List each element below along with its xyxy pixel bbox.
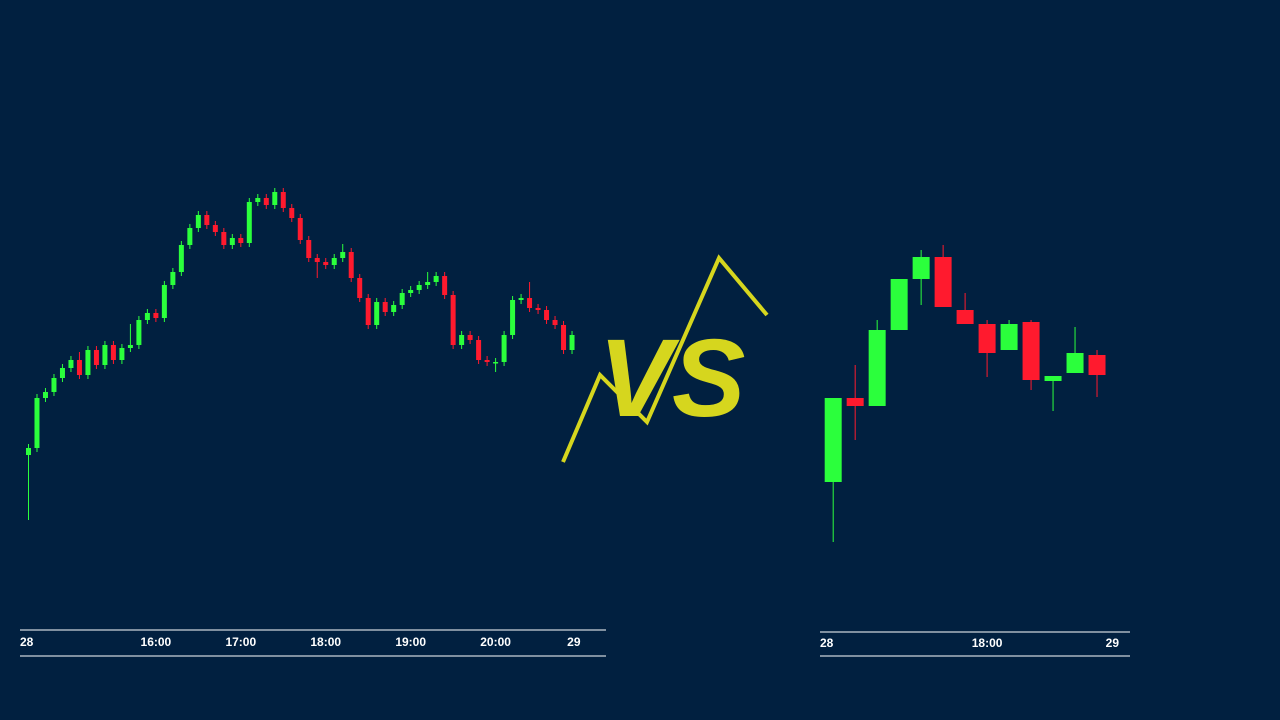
x-tick-label: 18:00 <box>972 636 1003 650</box>
candle-body <box>119 348 125 360</box>
candle-body <box>195 215 201 228</box>
candle-body <box>399 293 405 305</box>
candle-body <box>408 290 414 293</box>
x-tick-label: 29 <box>567 635 581 649</box>
candle-body <box>510 300 516 335</box>
candle-body <box>127 345 133 348</box>
candle-body <box>25 448 31 455</box>
candle-body <box>890 279 908 330</box>
x-tick-label: 28 <box>20 635 34 649</box>
candle-body <box>246 202 252 243</box>
candle-body <box>934 257 952 307</box>
candle-body <box>1066 353 1084 373</box>
x-tick-label: 16:00 <box>141 635 172 649</box>
candle-body <box>527 298 533 308</box>
x-tick-label: 17:00 <box>225 635 256 649</box>
candle-body <box>518 298 524 300</box>
candle-body <box>956 310 974 324</box>
candle-body <box>484 360 490 362</box>
candle-body <box>1022 322 1040 380</box>
candle-body <box>170 272 176 285</box>
candle-body <box>1088 355 1106 375</box>
candle-body <box>204 215 210 225</box>
candle-body <box>238 238 244 243</box>
candle-body <box>552 320 558 325</box>
x-tick-label: 20:00 <box>480 635 511 649</box>
candle-body <box>51 378 57 392</box>
x-tick-label: 28 <box>820 636 834 650</box>
candle-body <box>391 305 397 312</box>
candle-body <box>450 295 456 345</box>
candle-body <box>493 362 499 364</box>
candle-body <box>255 198 261 202</box>
candle-body <box>561 325 567 350</box>
candle-body <box>297 218 303 240</box>
candle-body <box>978 324 996 353</box>
candle-body <box>306 240 312 258</box>
candle-body <box>340 252 346 258</box>
candle-body <box>102 345 108 365</box>
candle-body <box>272 192 278 205</box>
candle-body <box>93 350 99 365</box>
candle-body <box>314 258 320 262</box>
candle-body <box>187 228 193 245</box>
candle-body <box>136 320 142 345</box>
candle-body <box>374 302 380 325</box>
candle-body <box>868 330 886 406</box>
candle-body <box>153 313 159 318</box>
candle-body <box>365 298 371 325</box>
candle-body <box>535 308 541 310</box>
candle-body <box>221 232 227 245</box>
x-tick-label: 18:00 <box>310 635 341 649</box>
x-tick-label: 29 <box>1106 636 1120 650</box>
candle-body <box>144 313 150 320</box>
candle-body <box>68 360 74 368</box>
candle-body <box>323 262 329 265</box>
candle-body <box>110 345 116 360</box>
candle-body <box>569 335 575 350</box>
candle-body <box>433 276 439 282</box>
candle-body <box>912 257 930 279</box>
candle-body <box>501 335 507 362</box>
candle-body <box>476 340 482 360</box>
candle-body <box>1000 324 1018 350</box>
candle-body <box>34 398 40 448</box>
candle-body <box>442 276 448 295</box>
vs-label: VS <box>599 317 746 440</box>
candle-body <box>289 208 295 218</box>
candle-body <box>212 225 218 232</box>
candle-body <box>357 278 363 298</box>
candle-body <box>59 368 65 378</box>
candle-body <box>76 360 82 375</box>
candle-body <box>178 245 184 272</box>
zigzag <box>561 254 769 463</box>
candle-body <box>263 198 269 205</box>
candle-body <box>348 252 354 278</box>
candle-body <box>382 302 388 312</box>
candle-body <box>416 285 422 290</box>
candle-body <box>229 238 235 245</box>
candle-body <box>824 398 842 482</box>
candle-body <box>425 282 431 285</box>
candle-body <box>1044 376 1062 381</box>
candle-body <box>459 335 465 345</box>
candle-body <box>846 398 864 406</box>
candle-body <box>161 285 167 318</box>
candle-body <box>42 392 48 398</box>
candle-body <box>280 192 286 208</box>
candle-body <box>544 310 550 320</box>
candle-body <box>467 335 473 340</box>
x-tick-label: 19:00 <box>395 635 426 649</box>
candle-body <box>331 258 337 265</box>
candle-body <box>85 350 91 375</box>
